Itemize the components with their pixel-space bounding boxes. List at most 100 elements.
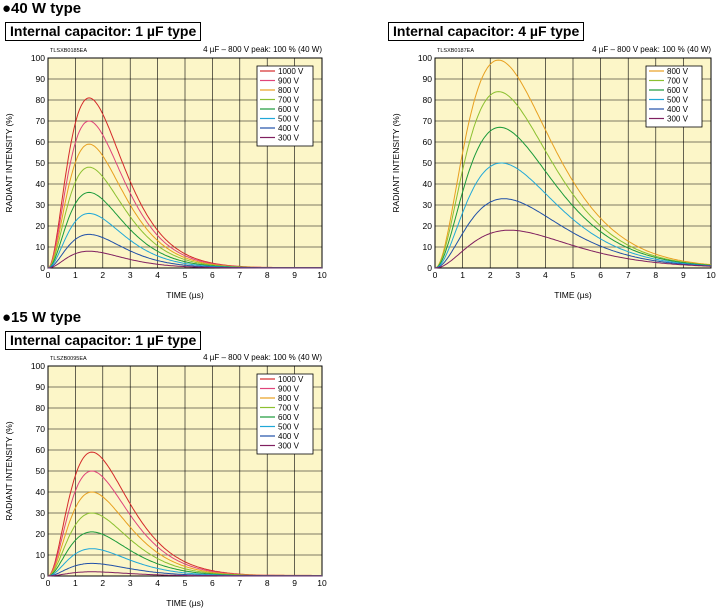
y-axis-label: RADIANT INTENSITY (%) — [4, 421, 14, 521]
legend-entry: 400 V — [667, 105, 689, 114]
legend-entry: 1000 V — [278, 375, 304, 384]
legend — [645, 65, 703, 128]
y-axis-label: RADIANT INTENSITY (%) — [391, 113, 401, 213]
legend-entry: 500 V — [278, 115, 300, 124]
y-tick-label: 10 — [36, 550, 46, 560]
x-tick-label: 4 — [543, 270, 548, 280]
legend-entry: 600 V — [278, 413, 300, 422]
y-tick-label: 0 — [427, 263, 432, 273]
series-line-400v — [434, 198, 712, 269]
y-tick-label: 50 — [423, 158, 433, 168]
series-line-300v — [434, 229, 711, 269]
legend-entry: 900 V — [278, 385, 300, 394]
y-tick-label: 0 — [40, 263, 45, 273]
y-tick-label: 50 — [36, 466, 46, 476]
x-tick-label: 8 — [653, 270, 658, 280]
y-tick-label: 10 — [423, 242, 433, 252]
x-tick-label: 0 — [46, 270, 51, 280]
legend-entry: 700 V — [278, 96, 300, 105]
plot-frame — [434, 57, 712, 269]
y-tick-label: 80 — [423, 95, 433, 105]
y-tick-label: 10 — [36, 242, 46, 252]
x-tick-label: 9 — [681, 270, 686, 280]
x-tick-label: 3 — [515, 270, 520, 280]
x-tick-label: 7 — [237, 578, 242, 588]
legend-entry: 700 V — [667, 77, 689, 86]
legend-entry: 500 V — [667, 96, 689, 105]
x-tick-label: 3 — [128, 578, 133, 588]
section-title-15w: ●15 W type — [2, 309, 82, 326]
y-tick-label: 20 — [423, 221, 433, 231]
y-tick-label: 0 — [40, 571, 45, 581]
legend-entry: 600 V — [667, 86, 689, 95]
series-line-700v — [434, 91, 712, 269]
chart-code: TLSZB0095EA — [50, 356, 87, 362]
x-tick-label: 10 — [706, 270, 716, 280]
x-tick-label: 2 — [100, 270, 105, 280]
series-line-300v — [48, 571, 322, 577]
x-tick-label: 7 — [626, 270, 631, 280]
y-tick-label: 70 — [423, 116, 433, 126]
legend-entry: 500 V — [278, 423, 300, 432]
y-tick-label: 80 — [36, 95, 46, 105]
legend-entry: 900 V — [278, 77, 300, 86]
x-tick-label: 9 — [292, 578, 297, 588]
x-tick-label: 1 — [73, 578, 78, 588]
x-tick-label: 6 — [210, 270, 215, 280]
y-tick-label: 90 — [423, 74, 433, 84]
y-tick-label: 60 — [36, 445, 46, 455]
y-tick-label: 70 — [36, 424, 46, 434]
x-tick-label: 8 — [265, 270, 270, 280]
chart-note: 4 µF – 800 V peak: 100 % (40 W) — [203, 45, 322, 54]
y-tick-label: 50 — [36, 158, 46, 168]
y-tick-label: 70 — [36, 116, 46, 126]
legend-entry: 300 V — [278, 134, 300, 143]
x-axis-label: TIME (µs) — [554, 290, 592, 300]
x-tick-label: 1 — [460, 270, 465, 280]
x-tick-label: 3 — [128, 270, 133, 280]
x-axis-label: TIME (µs) — [166, 290, 204, 300]
legend — [256, 65, 314, 147]
chart-note: 4 µF – 800 V peak: 100 % (40 W) — [203, 353, 322, 362]
x-tick-label: 2 — [100, 578, 105, 588]
legend-entry: 1000 V — [278, 67, 304, 76]
legend-entry: 400 V — [278, 124, 300, 133]
y-tick-label: 20 — [36, 529, 46, 539]
x-tick-label: 0 — [46, 578, 51, 588]
y-tick-label: 30 — [36, 508, 46, 518]
y-tick-label: 100 — [31, 361, 45, 371]
legend-entry: 300 V — [278, 442, 300, 451]
y-tick-label: 40 — [423, 179, 433, 189]
y-tick-label: 40 — [36, 179, 46, 189]
y-tick-label: 100 — [418, 53, 432, 63]
chart-2-capacitor-label: Internal capacitor: 4 µF type — [388, 22, 585, 41]
legend-entry: 400 V — [278, 432, 300, 441]
x-tick-label: 7 — [237, 270, 242, 280]
y-tick-label: 90 — [36, 74, 46, 84]
y-tick-label: 80 — [36, 403, 46, 413]
chart-code: TLSXB0185EA — [50, 48, 87, 54]
y-tick-label: 20 — [36, 221, 46, 231]
y-tick-label: 60 — [423, 137, 433, 147]
legend-entry: 300 V — [667, 115, 689, 124]
x-tick-label: 4 — [155, 578, 160, 588]
series-line-300v — [47, 250, 322, 269]
chart-3-capacitor-label: Internal capacitor: 1 µF type — [5, 331, 202, 350]
y-axis-label: RADIANT INTENSITY (%) — [4, 113, 14, 213]
x-tick-label: 10 — [317, 578, 327, 588]
x-tick-label: 1 — [73, 270, 78, 280]
legend-entry: 600 V — [278, 105, 300, 114]
x-tick-label: 6 — [598, 270, 603, 280]
x-tick-label: 10 — [317, 270, 327, 280]
y-tick-label: 30 — [36, 200, 46, 210]
section-title-40w: ●40 W type — [2, 0, 82, 17]
y-tick-label: 40 — [36, 487, 46, 497]
legend-entry: 800 V — [667, 67, 689, 76]
x-tick-label: 5 — [183, 578, 188, 588]
legend — [256, 373, 314, 455]
plot-frame — [47, 57, 323, 269]
chart-code: TLSXB0187EA — [437, 48, 474, 54]
x-tick-label: 5 — [571, 270, 576, 280]
y-tick-label: 30 — [423, 200, 433, 210]
legend-entry: 800 V — [278, 394, 300, 403]
